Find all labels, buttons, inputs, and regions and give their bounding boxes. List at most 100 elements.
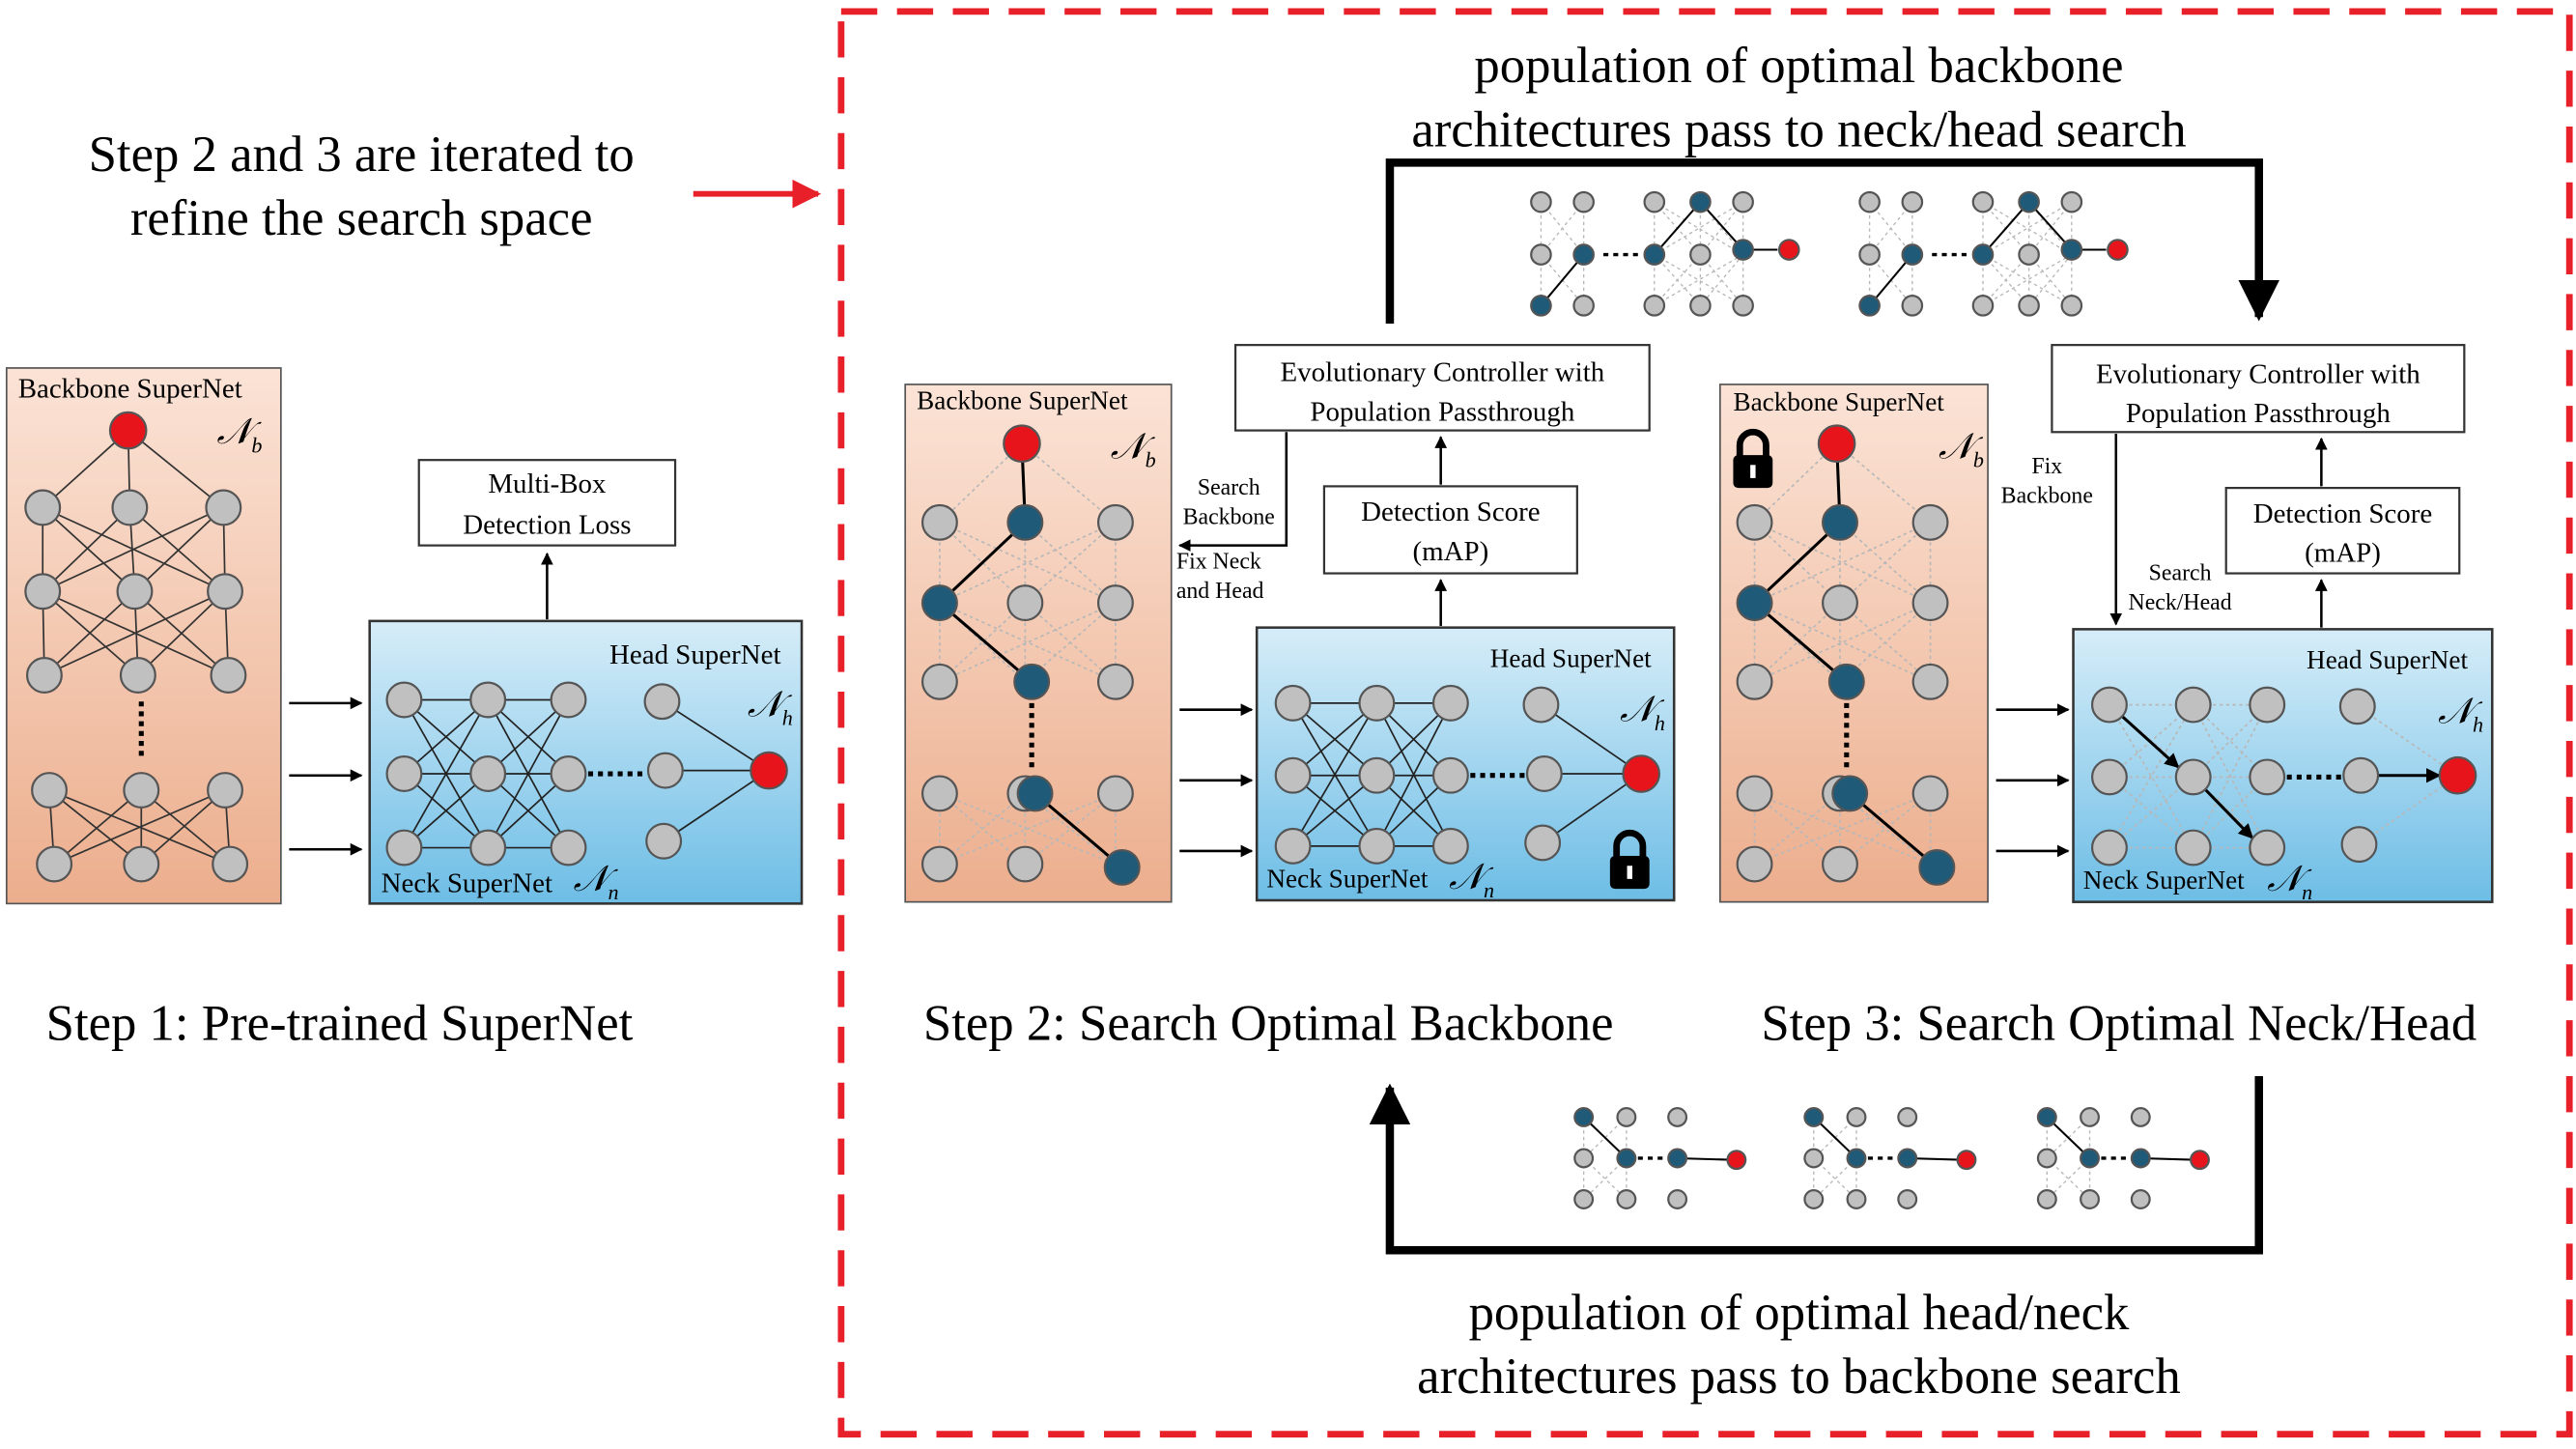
selected-node	[1006, 503, 1044, 541]
network-node	[1971, 295, 1995, 317]
network-edge	[939, 442, 1023, 524]
step3-head-label: Head SuperNet	[2307, 647, 2469, 675]
step2-search-line2: Backbone	[1182, 505, 1275, 531]
step2-backbone-symbol: 𝒩b	[1110, 425, 1156, 472]
step1-backbone-label: Backbone SuperNet	[17, 373, 242, 405]
network-node	[1358, 756, 1396, 794]
network-edge	[1982, 201, 2073, 256]
step1-input-arrows	[289, 696, 363, 856]
network-node	[2174, 758, 2212, 796]
selected-node	[1971, 243, 1995, 266]
bottom-flow-line2: architectures pass to backbone search	[1417, 1347, 2181, 1406]
network-node	[2338, 688, 2376, 725]
network-node	[1732, 295, 1754, 317]
selected-node	[1822, 503, 1858, 541]
network-node	[116, 573, 154, 611]
network-node	[1689, 295, 1712, 317]
step2-input-arrows	[1179, 703, 1254, 858]
network-edge	[1754, 792, 1931, 866]
network-node	[1689, 243, 1712, 266]
network-node	[1736, 845, 1773, 883]
network-node	[1736, 775, 1773, 812]
network-edge	[140, 789, 231, 866]
step2-fix-line1: Fix Neck	[1175, 550, 1261, 576]
network-node	[1667, 1107, 1688, 1127]
network-node	[2249, 686, 2286, 724]
selected-node	[2036, 1107, 2057, 1127]
network-edge	[1982, 201, 2073, 256]
network-edge	[1021, 442, 1117, 524]
network-node	[1897, 1107, 1918, 1127]
network-node	[469, 829, 507, 867]
step2-head-symbol: 𝒩h	[1620, 688, 1665, 735]
step1-neck-label: Neck SuperNet	[381, 867, 553, 899]
network-node	[1858, 190, 1881, 213]
selected-node	[1858, 295, 1881, 317]
network-edge	[403, 773, 489, 849]
network-edge	[1540, 253, 1585, 306]
lock-shackle	[1736, 428, 1769, 457]
network-edge	[2028, 254, 2073, 306]
network-node	[2249, 758, 2286, 796]
step3-backbone-label: Backbone SuperNet	[1733, 389, 1944, 417]
bottom-population-networks	[1573, 1107, 2210, 1209]
step2-controller-line1: Evolutionary Controller with	[1280, 356, 1605, 388]
network-edge	[1754, 602, 1931, 683]
network-node	[1572, 295, 1595, 317]
network-node	[2130, 1189, 2151, 1209]
network-node	[2090, 829, 2128, 867]
step3-controller-line2: Population Passthrough	[2125, 397, 2391, 429]
output-node	[1817, 424, 1856, 463]
network-edge	[938, 601, 1033, 683]
output-node	[2190, 1150, 2210, 1171]
step3-search-line2: Neck/Head	[2128, 591, 2232, 616]
step2-neck-label: Neck SuperNet	[1266, 866, 1429, 895]
network-edge	[53, 789, 226, 866]
network-node	[25, 657, 63, 694]
network-edge	[2109, 704, 2194, 848]
selected-node	[1667, 1148, 1688, 1169]
network-node	[1006, 584, 1044, 622]
network-node	[920, 503, 958, 541]
network-node	[1274, 827, 1312, 865]
network-node	[2018, 243, 2040, 266]
network-node	[123, 772, 160, 809]
bottom-flow-line1: population of optimal head/neck	[1468, 1283, 2130, 1341]
network-node	[920, 663, 958, 700]
network-node	[1616, 1107, 1637, 1127]
network-edge	[663, 769, 770, 842]
step2-controller-line2: Population Passthrough	[1310, 395, 1575, 428]
network-edge	[1654, 254, 1701, 306]
selected-node	[1103, 848, 1141, 886]
network-edge	[48, 789, 142, 866]
step3-input-arrows	[1996, 703, 2070, 858]
network-edge	[1753, 521, 1842, 605]
network-edge	[2109, 776, 2194, 849]
network-node	[1846, 1107, 1867, 1127]
lock-keyhole	[1627, 866, 1633, 879]
selected-node	[2080, 1148, 2100, 1169]
step3-search-line1: Search	[2148, 561, 2212, 587]
step3-neck-label: Neck SuperNet	[2082, 867, 2245, 895]
network-edge	[1754, 602, 1931, 683]
selected-node	[1901, 243, 1924, 266]
selected-node	[1831, 775, 1869, 812]
network-edge	[939, 792, 1026, 866]
output-node	[750, 751, 788, 790]
output-node	[1777, 239, 1800, 261]
network-node	[1911, 663, 1949, 700]
network-node	[2018, 295, 2040, 317]
network-edge	[1754, 792, 1841, 866]
network-edge	[1540, 703, 1642, 775]
network-edge	[1654, 201, 1743, 256]
network-edge	[43, 590, 226, 676]
selected-node	[1689, 190, 1712, 213]
top-flow-line1: population of optimal backbone	[1474, 36, 2124, 94]
network-node	[469, 681, 507, 719]
network-node	[2174, 829, 2212, 867]
network-node	[1736, 663, 1773, 700]
network-edge	[661, 700, 770, 772]
network-node	[1667, 1189, 1688, 1209]
lock-keyhole	[1750, 465, 1756, 478]
network-node	[24, 489, 62, 526]
